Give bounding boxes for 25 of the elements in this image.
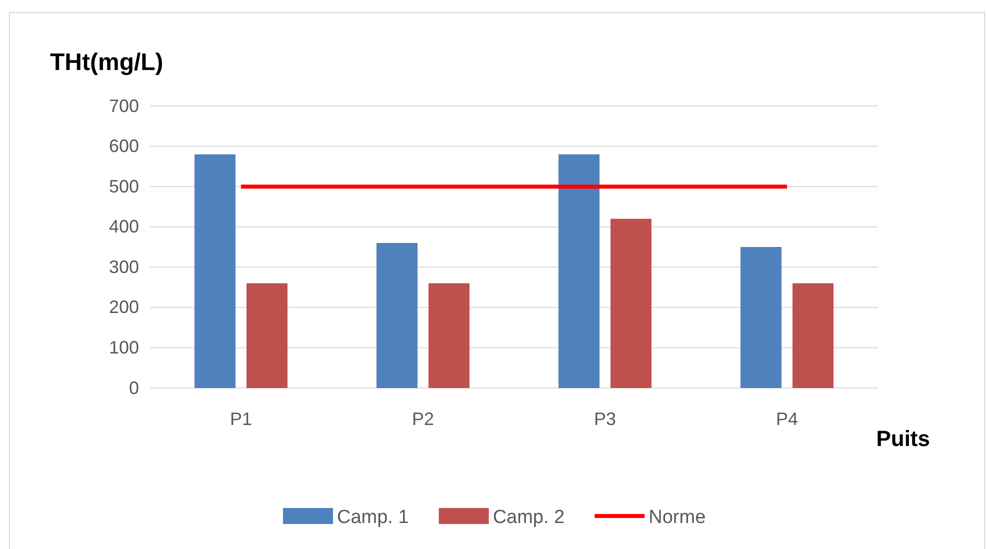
y-tick-label: 700 xyxy=(108,96,139,116)
bar xyxy=(558,154,600,388)
y-tick-label: 600 xyxy=(108,136,139,156)
x-tick-label: P1 xyxy=(230,409,252,430)
y-tick-label: 100 xyxy=(108,337,139,358)
x-axis-title: Puits xyxy=(876,426,930,451)
x-tick-label: P2 xyxy=(412,409,434,430)
legend-label: Camp. 2 xyxy=(492,507,565,528)
bar xyxy=(376,242,418,388)
bar xyxy=(428,283,470,388)
y-tick-label: 400 xyxy=(108,216,139,237)
bar xyxy=(194,154,236,388)
y-tick-label: 0 xyxy=(128,378,139,398)
x-tick-label: P3 xyxy=(594,409,616,430)
x-tick-label: P4 xyxy=(776,409,798,430)
bar xyxy=(740,247,782,388)
y-tick-label: 300 xyxy=(108,256,139,277)
bar xyxy=(610,218,652,388)
bar xyxy=(792,283,834,388)
y-tick-label: 200 xyxy=(108,297,139,318)
y-axis-title: THt(mg/L) xyxy=(50,49,164,76)
y-tick-label: 500 xyxy=(108,176,139,196)
bar xyxy=(246,283,288,388)
legend-label: Norme xyxy=(648,507,706,528)
legend-label: Camp. 1 xyxy=(337,507,409,528)
